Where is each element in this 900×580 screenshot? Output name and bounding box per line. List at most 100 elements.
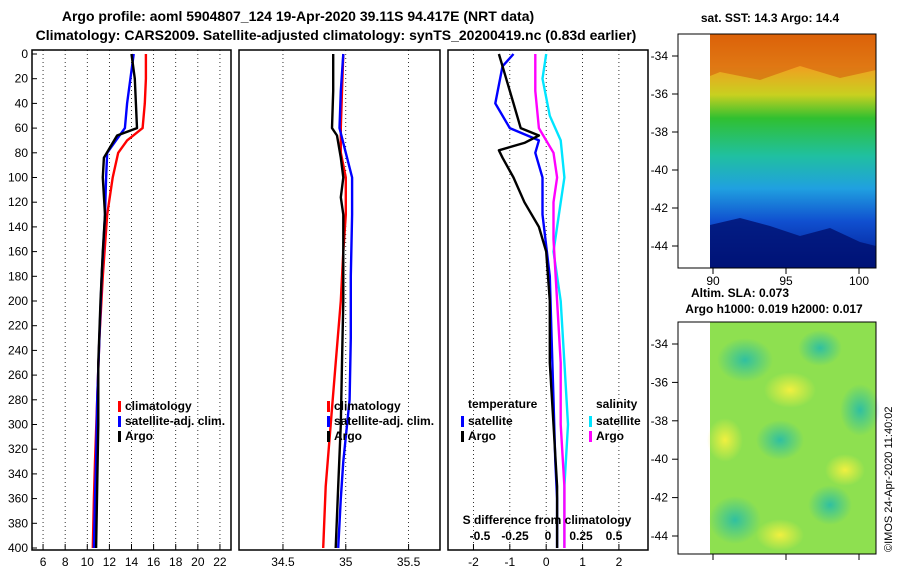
secondary-tick-label: 0.25 xyxy=(569,529,593,543)
sst-warm-band xyxy=(710,34,876,80)
difference-xlabel: S difference from climatology xyxy=(463,513,632,527)
legend-label-climatology: climatology xyxy=(125,399,192,413)
series-line-salinity-satellite xyxy=(541,53,570,548)
depth-tick-label: 40 xyxy=(15,96,29,110)
salinity-panel-frame xyxy=(238,49,441,551)
x-tick-label: 35 xyxy=(339,555,353,569)
title-line-2: Climatology: CARS2009. Satellite-adjuste… xyxy=(36,27,637,43)
sla-map-blank-area xyxy=(678,322,710,554)
x-tick-label: 0 xyxy=(543,555,550,569)
sla-high-4 xyxy=(756,519,804,551)
map-y-tick-label: -40 xyxy=(651,163,669,177)
legend-swatch-sal-argo xyxy=(589,431,592,442)
difference-legend: temperature satellite Argo salinity sate… xyxy=(461,397,641,443)
depth-tick-label: 240 xyxy=(8,343,28,357)
sla-map-x-ticks xyxy=(712,554,860,560)
secondary-tick-label: 0.5 xyxy=(606,529,623,543)
legend-label-argo: Argo xyxy=(125,429,153,443)
map-y-tick-label: -44 xyxy=(651,529,669,543)
sla-eddy-5 xyxy=(709,496,761,544)
legend-swatch-climatology xyxy=(327,401,330,412)
depth-tick-label: 360 xyxy=(8,492,28,506)
map-x-tick-label: 95 xyxy=(779,274,793,288)
depth-axis: 0 20 40 60 80 100 120 140 160 180 200 220 240 260 280 3… xyxy=(8,47,37,555)
legend-swatch-argo xyxy=(118,431,121,442)
depth-tick-label: 120 xyxy=(8,195,28,209)
series-line-temperature-satellite xyxy=(494,53,559,548)
x-tick-label: 10 xyxy=(81,555,95,569)
sla-eddy-2 xyxy=(798,330,842,366)
legend-swatch-temp-satellite xyxy=(461,416,464,427)
depth-tick-label: 180 xyxy=(8,269,28,283)
credit-text: ©IMOS 24-Apr-2020 11:40:02 xyxy=(883,407,895,552)
map-y-tick-label: -34 xyxy=(651,337,669,351)
secondary-tick-label: -0.5 xyxy=(470,529,491,543)
legend-label-sal-argo: Argo xyxy=(596,429,624,443)
secondary-tick-label: -0.25 xyxy=(501,529,529,543)
series-line-argo xyxy=(330,54,345,549)
legend-label-climatology: climatology xyxy=(334,399,401,413)
temperature-series xyxy=(91,53,148,549)
depth-tick-label: 320 xyxy=(8,442,28,456)
sla-map-title-2: Argo h1000: 0.019 h2000: 0.017 xyxy=(685,302,863,316)
legend-swatch-argo xyxy=(327,431,330,442)
x-tick-label: 1 xyxy=(579,555,586,569)
depth-tick-label: 100 xyxy=(8,171,28,185)
x-tick-label: 12 xyxy=(103,555,117,569)
legend-label-argo: Argo xyxy=(334,429,362,443)
legend-swatch-sal-satellite xyxy=(589,416,592,427)
sla-eddy-4 xyxy=(756,420,804,460)
depth-tick-label: 260 xyxy=(8,368,28,382)
map-y-tick-label: -40 xyxy=(651,452,669,466)
difference-x-ticks: -2 -1 0 1 2 xyxy=(468,555,622,569)
depth-tick-label: 20 xyxy=(15,72,29,86)
depth-tick-label: 160 xyxy=(8,245,28,259)
salinity-x-ticks: 34.5 35 35.5 xyxy=(271,555,420,569)
salinity-grid xyxy=(282,50,410,550)
x-tick-label: 34.5 xyxy=(271,555,295,569)
legend-label-temp-argo: Argo xyxy=(468,429,496,443)
legend-swatch-climatology xyxy=(118,401,121,412)
sla-eddy-1 xyxy=(717,338,773,382)
title-line-1: Argo profile: aoml 5904807_124 19-Apr-20… xyxy=(62,8,534,24)
salinity-legend: climatology satellite-adj. clim. Argo xyxy=(327,399,434,443)
legend-label-satellite: satellite-adj. clim. xyxy=(125,414,225,428)
legend-swatch-satellite xyxy=(118,416,121,427)
sla-map-title-1: Altim. SLA: 0.073 xyxy=(691,286,789,300)
sst-map-blank-area xyxy=(678,34,710,268)
x-tick-label: -1 xyxy=(504,555,515,569)
depth-tick-label: 380 xyxy=(8,516,28,530)
x-tick-label: 2 xyxy=(616,555,623,569)
map-y-tick-label: -34 xyxy=(651,49,669,63)
sla-high-2 xyxy=(707,418,743,462)
map-x-tick-label: 100 xyxy=(849,274,869,288)
sst-map-frame xyxy=(677,33,877,269)
map-y-tick-label: -38 xyxy=(651,414,669,428)
difference-grid xyxy=(472,50,620,550)
x-tick-label: 18 xyxy=(169,555,183,569)
salinity-series xyxy=(322,53,354,549)
series-line-salinity-argo xyxy=(534,54,566,548)
series-line-temperature-argo xyxy=(497,53,559,548)
legend-label-satellite: satellite-adj. clim. xyxy=(334,414,434,428)
legend-swatch-satellite xyxy=(327,416,330,427)
x-tick-label: 35.5 xyxy=(397,555,421,569)
sst-map-x-ticks: 90 95 100 xyxy=(706,268,869,288)
x-tick-label: -2 xyxy=(468,555,479,569)
legend-title-temperature: temperature xyxy=(468,397,538,411)
legend-swatch-temp-argo xyxy=(461,431,464,442)
difference-secondary-ticks: -0.5 -0.25 0 0.25 0.5 xyxy=(470,529,623,543)
x-tick-label: 14 xyxy=(125,555,139,569)
depth-tick-label: 340 xyxy=(8,467,28,481)
depth-tick-label: 60 xyxy=(15,121,29,135)
map-y-tick-label: -44 xyxy=(651,239,669,253)
depth-tick-label: 280 xyxy=(8,393,28,407)
sla-eddy-6 xyxy=(808,485,852,525)
map-y-tick-label: -36 xyxy=(651,87,669,101)
map-y-tick-label: -42 xyxy=(651,201,669,215)
x-tick-label: 16 xyxy=(147,555,161,569)
temperature-legend: climatology satellite-adj. clim. Argo xyxy=(118,399,225,443)
sla-high-1 xyxy=(764,372,816,408)
depth-tick-label: 200 xyxy=(8,294,28,308)
sst-map-y-ticks: -34 -36 -38 -40 -42 -44 xyxy=(651,49,678,253)
